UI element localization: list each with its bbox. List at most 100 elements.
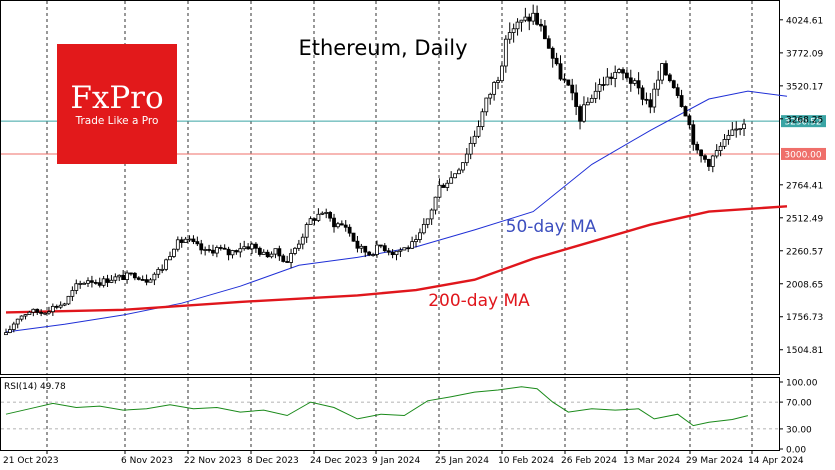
candle-body xyxy=(363,245,368,253)
candle xyxy=(425,218,430,229)
candle-body xyxy=(390,251,395,256)
candle-body xyxy=(168,256,172,261)
candle-body xyxy=(355,240,360,249)
candle xyxy=(601,76,606,91)
candle-body xyxy=(683,106,688,117)
candle xyxy=(324,208,329,219)
candle xyxy=(597,78,602,100)
candle xyxy=(527,13,532,31)
candle xyxy=(347,224,352,237)
candle xyxy=(129,272,133,276)
candle-body xyxy=(93,282,98,284)
candle-body xyxy=(242,246,247,250)
candle xyxy=(58,301,63,310)
candle xyxy=(671,79,676,89)
logo-brand: FxPro xyxy=(70,80,163,116)
candle-body xyxy=(222,247,227,250)
candle xyxy=(90,275,94,288)
candle-body xyxy=(74,283,79,291)
candle-body xyxy=(15,318,20,325)
candle-body xyxy=(660,63,664,81)
candle-body xyxy=(386,250,391,253)
candle xyxy=(234,249,239,255)
candle xyxy=(593,82,598,104)
candle-body xyxy=(62,303,67,306)
candle xyxy=(50,303,55,316)
candle xyxy=(378,244,383,249)
candle-body xyxy=(23,314,28,317)
time-tick-label-11: 14 Apr 2024 xyxy=(748,456,804,466)
time-tick-label-9: 13 Mar 2024 xyxy=(623,456,680,466)
candle-body xyxy=(703,155,707,160)
candle xyxy=(230,249,235,259)
candle-body xyxy=(484,97,489,113)
price-tick-label-1: 3772.09 xyxy=(786,49,823,59)
candle xyxy=(644,92,649,105)
candle-body xyxy=(546,38,551,49)
candle-body xyxy=(254,243,258,249)
candle xyxy=(648,93,653,114)
candle-body xyxy=(304,224,309,238)
candle-body xyxy=(183,238,188,243)
candle-body xyxy=(585,101,590,106)
candle-body xyxy=(734,128,739,131)
candle-body xyxy=(97,282,102,286)
candle xyxy=(261,249,266,255)
candle xyxy=(136,276,141,281)
candle-body xyxy=(730,129,735,136)
rsi-line xyxy=(5,386,749,427)
candle xyxy=(375,240,379,258)
candle xyxy=(445,179,450,192)
candle-body xyxy=(132,272,137,279)
candle-body xyxy=(324,212,329,214)
candle-body xyxy=(570,84,575,94)
candle-body xyxy=(535,12,539,25)
candle-body xyxy=(542,25,547,40)
candle xyxy=(574,84,579,116)
candle xyxy=(11,321,16,333)
candle-body xyxy=(4,332,8,336)
candle-body xyxy=(695,143,700,151)
candle xyxy=(31,308,36,317)
candle xyxy=(679,89,684,108)
candle xyxy=(226,246,231,261)
candle xyxy=(250,242,254,254)
candle-body xyxy=(449,177,454,184)
candle xyxy=(550,46,555,68)
candle xyxy=(621,67,625,81)
rsi-tick-label-1: 70.00 xyxy=(786,399,812,409)
candle xyxy=(86,277,90,288)
candle xyxy=(406,245,411,253)
candle xyxy=(19,315,24,322)
candle xyxy=(585,97,590,106)
candle xyxy=(554,52,559,66)
candle xyxy=(109,275,114,284)
candle xyxy=(121,269,126,281)
price-tick-label-4: 2764.41 xyxy=(786,181,823,191)
price-tick-label-9: 1504.81 xyxy=(786,346,823,356)
candle-body xyxy=(726,134,731,140)
candle xyxy=(351,232,356,242)
candle xyxy=(636,72,641,95)
candle xyxy=(8,325,12,334)
candle xyxy=(539,18,543,32)
candle xyxy=(640,85,645,106)
candle xyxy=(359,243,364,254)
price-tick-label-6: 2260.57 xyxy=(786,247,823,257)
candle xyxy=(203,246,208,256)
candle xyxy=(39,309,44,317)
candle xyxy=(386,247,391,256)
candle xyxy=(738,128,743,136)
candle xyxy=(15,318,20,329)
candle-body xyxy=(679,95,684,107)
candle-body xyxy=(492,82,497,95)
candle xyxy=(418,228,422,243)
candle-body xyxy=(105,278,110,283)
candle-body xyxy=(269,253,274,258)
candle-body xyxy=(500,65,504,82)
candle-body xyxy=(382,245,387,252)
candle-body xyxy=(480,111,485,127)
candle xyxy=(207,244,211,253)
candle-body xyxy=(214,247,219,254)
